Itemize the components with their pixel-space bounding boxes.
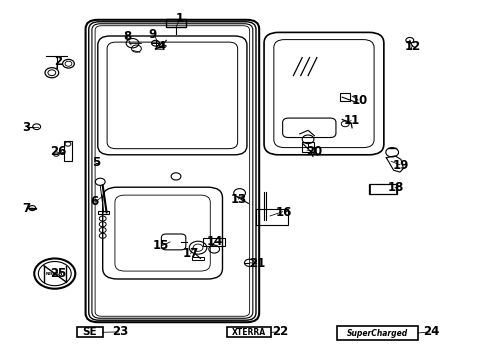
Text: SE: SE xyxy=(82,327,97,337)
Text: 7: 7 xyxy=(22,202,30,215)
Text: 14: 14 xyxy=(206,235,223,248)
Text: 15: 15 xyxy=(153,239,169,252)
Text: 13: 13 xyxy=(230,193,246,206)
Bar xyxy=(227,327,271,337)
Text: 25: 25 xyxy=(50,267,67,280)
Text: 10: 10 xyxy=(350,94,367,107)
Text: 11: 11 xyxy=(343,114,360,127)
Text: XTERRA: XTERRA xyxy=(232,328,266,337)
Text: 4: 4 xyxy=(157,40,165,53)
Text: 18: 18 xyxy=(387,181,404,194)
Bar xyxy=(369,184,395,194)
Text: 8: 8 xyxy=(123,30,131,42)
Text: 20: 20 xyxy=(305,145,322,158)
Bar xyxy=(203,238,224,246)
Text: 2: 2 xyxy=(54,55,61,68)
Bar xyxy=(98,211,108,214)
Bar xyxy=(77,327,102,337)
Bar xyxy=(256,209,287,225)
Text: 21: 21 xyxy=(249,257,265,270)
Text: 24: 24 xyxy=(422,325,439,338)
Text: 3: 3 xyxy=(22,121,30,134)
Bar xyxy=(63,141,72,161)
Text: 1: 1 xyxy=(176,12,183,25)
Bar xyxy=(368,184,396,194)
Bar xyxy=(192,257,203,260)
Bar xyxy=(339,93,349,101)
Text: 9: 9 xyxy=(148,28,156,41)
Text: 17: 17 xyxy=(182,247,199,260)
Text: 22: 22 xyxy=(271,325,288,338)
Bar xyxy=(302,142,314,152)
Text: 5: 5 xyxy=(92,156,100,169)
Text: 16: 16 xyxy=(275,206,291,219)
Text: 23: 23 xyxy=(111,325,128,338)
Text: 26: 26 xyxy=(50,145,67,158)
Text: 12: 12 xyxy=(404,40,421,53)
Text: 19: 19 xyxy=(392,159,408,172)
Text: NISSAN: NISSAN xyxy=(46,271,63,276)
Text: SuperCharged: SuperCharged xyxy=(346,328,407,338)
Text: 6: 6 xyxy=(90,195,98,208)
Bar xyxy=(337,326,417,340)
Bar xyxy=(166,19,185,27)
